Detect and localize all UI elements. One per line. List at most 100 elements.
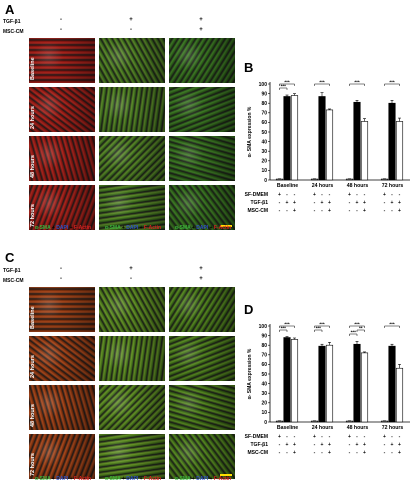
bar [318, 345, 326, 423]
micrograph-tile [28, 286, 96, 333]
bar [395, 367, 404, 423]
micrograph-tile [168, 433, 236, 480]
condition-sign: + [391, 200, 394, 206]
condition-sign: - [349, 200, 351, 206]
y-tick-label: 10 [261, 410, 267, 416]
panel-letter-c: C [5, 250, 15, 265]
bar [380, 178, 389, 181]
y-tick-label: 20 [261, 401, 267, 407]
condition-sign: + [328, 442, 331, 448]
significance-bracket [384, 83, 400, 86]
sign: + [199, 27, 203, 33]
micrograph-tile [98, 335, 166, 382]
micrograph-tile [168, 184, 236, 231]
condition-sign: - [314, 450, 316, 456]
significance-bracket [279, 325, 295, 328]
timepoint-label: Baseline [30, 57, 36, 80]
y-tick-label: 40 [261, 139, 267, 145]
y-tick-label: 30 [261, 391, 267, 397]
y-tick-label: 40 [261, 381, 267, 387]
y-tick-label: 70 [261, 353, 267, 359]
sign: + [199, 17, 203, 23]
condition-sign: - [329, 192, 331, 198]
y-tick-label: 50 [261, 130, 267, 136]
condition-sign: - [286, 208, 288, 214]
bar [275, 420, 284, 423]
significance-stars: *** [319, 321, 325, 326]
condition-sign: + [363, 442, 366, 448]
micrograph-tile [98, 37, 166, 84]
condition-sign: + [328, 450, 331, 456]
micrograph-tile [98, 135, 166, 182]
micrograph-tile [28, 184, 96, 231]
condition-sign: - [286, 192, 288, 198]
condition-sign: + [313, 434, 316, 440]
bar [360, 352, 369, 423]
micrograph-tile [98, 86, 166, 133]
timepoint-label: 48 hours [30, 404, 36, 427]
significance-stars: *** [281, 83, 287, 88]
condition-sign: + [398, 208, 401, 214]
stain-legend: α-SMA + DAPI + F-Actin [174, 476, 232, 482]
significance-stars: *** [354, 321, 360, 326]
micrograph-tile [28, 135, 96, 182]
timepoint-label: 72 hours [30, 204, 36, 227]
bar-chart-b: α- SMA expression % 0 10 20 30 40 50 60 70 80 90 10… [245, 79, 410, 214]
bar [388, 345, 396, 423]
condition-sign: - [279, 200, 281, 206]
condition-sign: + [328, 208, 331, 214]
condition-sign: + [348, 434, 351, 440]
bar [290, 95, 299, 181]
condition-sign: - [391, 450, 393, 456]
bar [345, 420, 354, 423]
condition-sign: + [383, 434, 386, 440]
condition-sign: + [286, 442, 289, 448]
y-axis-label: α- SMA expression % [247, 348, 253, 399]
significance-stars: *** [389, 79, 395, 84]
condition-row-label: TGF-β1 [251, 200, 269, 206]
condition-sign: - [384, 442, 386, 448]
sign: - [60, 27, 62, 33]
significance-bracket [349, 333, 358, 336]
condition-sign: + [313, 192, 316, 198]
condition-sign: + [391, 442, 394, 448]
condition-sign: - [321, 434, 323, 440]
bar [275, 178, 284, 181]
stain-legend: α-SMA + DAPI + F-Actin [174, 225, 232, 231]
stain-legend: α-SMA + DAPI + F-Actin [34, 476, 92, 482]
significance-bracket [356, 329, 365, 332]
micrograph-tile [168, 86, 236, 133]
significance-bracket [314, 329, 323, 332]
category-label: 24 hours [312, 183, 334, 189]
bar-chart-d: α- SMA expression % 0 10 20 30 40 50 60 70 80 90 10… [245, 321, 410, 456]
sign: + [129, 17, 133, 23]
y-tick-label: 60 [261, 362, 267, 368]
bar [345, 178, 354, 181]
condition-sign: + [356, 442, 359, 448]
sign: - [60, 276, 62, 282]
y-tick-label: 60 [261, 120, 267, 126]
category-label: 72 hours [382, 183, 404, 189]
bar [353, 343, 361, 423]
micrograph-tile [168, 384, 236, 431]
significance-stars: *** [319, 79, 325, 84]
significance-stars: *** [316, 325, 322, 330]
condition-sign: - [364, 192, 366, 198]
condition-row-label: TGF-β1 [251, 442, 269, 448]
significance-stars: *** [284, 321, 290, 326]
condition-sign: + [398, 450, 401, 456]
micrograph-tile [168, 135, 236, 182]
category-label: 48 hours [347, 425, 369, 431]
significance-bracket [349, 325, 365, 328]
y-tick-label: 30 [261, 149, 267, 155]
condition-sign: + [398, 200, 401, 206]
bar [395, 121, 404, 181]
condition-label-tgf: TGF-β1 [3, 268, 21, 274]
y-tick-label: 50 [261, 372, 267, 378]
y-tick-label: 90 [261, 333, 267, 339]
bar [290, 339, 299, 423]
micrograph-tile [28, 37, 96, 84]
y-tick-label: 20 [261, 159, 267, 165]
bar [325, 109, 334, 181]
sign: - [130, 276, 132, 282]
